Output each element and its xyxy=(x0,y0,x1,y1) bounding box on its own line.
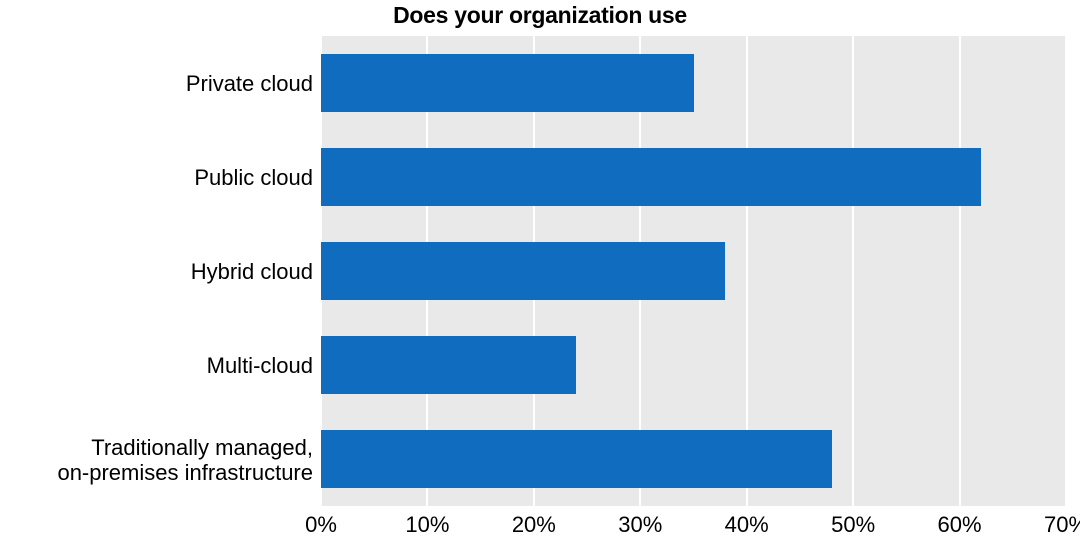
bar-2 xyxy=(321,242,725,300)
x-tick-2: 20% xyxy=(512,512,556,538)
bar-0 xyxy=(321,54,694,112)
y-label-2: Hybrid cloud xyxy=(0,260,313,285)
plot-area xyxy=(321,36,1066,506)
y-label-0: Private cloud xyxy=(0,72,313,97)
chart-container: Does your organization use Private cloud… xyxy=(0,0,1080,556)
y-label-4: Traditionally managed,on-premises infras… xyxy=(0,436,313,485)
y-axis-labels: Private cloud Public cloud Hybrid cloud … xyxy=(0,36,313,506)
x-tick-3: 30% xyxy=(618,512,662,538)
x-tick-0: 0% xyxy=(305,512,337,538)
x-tick-1: 10% xyxy=(405,512,449,538)
y-label-1: Public cloud xyxy=(0,166,313,191)
x-axis: 0% 10% 20% 30% 40% 50% 60% 70% xyxy=(321,510,1066,550)
bar-1 xyxy=(321,148,981,206)
bars-group xyxy=(321,36,1066,506)
y-label-3: Multi-cloud xyxy=(0,354,313,379)
x-tick-4: 40% xyxy=(725,512,769,538)
chart-title: Does your organization use xyxy=(0,2,1080,29)
x-tick-6: 60% xyxy=(938,512,982,538)
x-tick-5: 50% xyxy=(831,512,875,538)
bar-3 xyxy=(321,336,576,394)
bar-4 xyxy=(321,430,832,488)
x-tick-7: 70% xyxy=(1044,512,1080,538)
